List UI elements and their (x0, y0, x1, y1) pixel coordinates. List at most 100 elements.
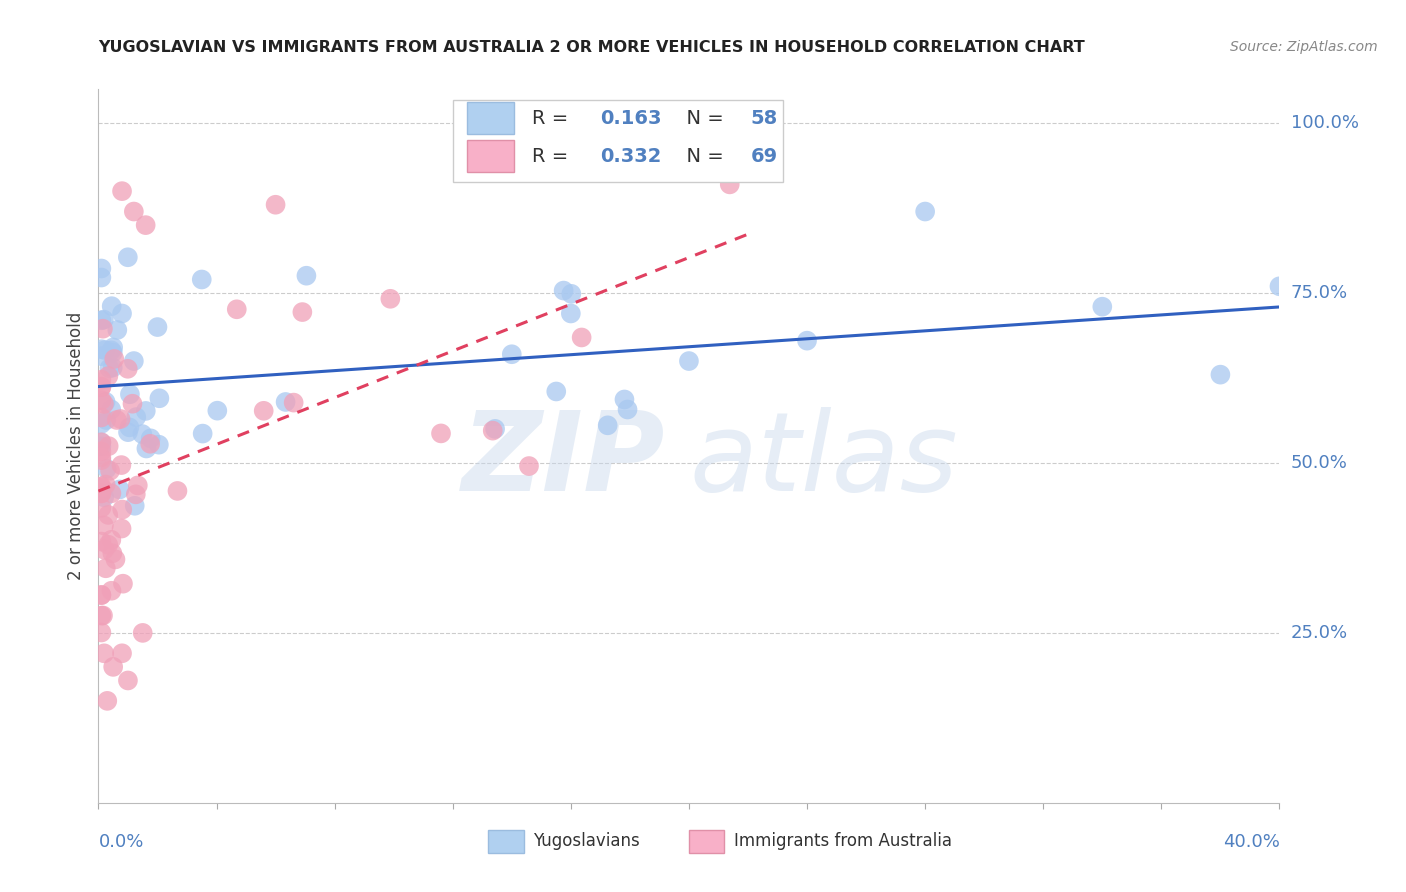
Point (380, 292, 402, 306)
Point (93, 542, 115, 557)
Point (97, 508, 120, 522)
Point (93, 518, 115, 533)
Point (101, 360, 124, 375)
Point (100, 402, 122, 417)
Point (111, 184, 134, 198)
Text: atlas: atlas (689, 407, 957, 514)
Point (100, 583, 122, 598)
Point (571, 330, 593, 344)
Point (96, 413, 118, 427)
Point (117, 425, 139, 439)
Point (94, 561, 117, 575)
Point (103, 341, 125, 355)
Text: 69: 69 (751, 146, 778, 166)
Point (91, 608, 114, 623)
Point (135, 442, 157, 456)
Point (90, 534, 112, 549)
Text: YUGOSLAVIAN VS IMMIGRANTS FROM AUSTRALIA 2 OR MORE VEHICLES IN HOUSEHOLD CORRELA: YUGOSLAVIAN VS IMMIGRANTS FROM AUSTRALIA… (98, 40, 1085, 55)
Text: N =: N = (673, 109, 730, 128)
Point (90, 608, 112, 623)
Point (105, 323, 128, 337)
Point (1209, 368, 1232, 382)
Point (100, 299, 122, 313)
Point (97, 538, 120, 552)
Point (207, 403, 229, 417)
Point (110, 522, 132, 536)
Point (121, 397, 143, 411)
Point (430, 426, 453, 441)
FancyBboxPatch shape (689, 830, 724, 853)
Text: ZIP: ZIP (461, 407, 665, 514)
Text: 50.0%: 50.0% (1291, 454, 1347, 472)
Point (501, 347, 523, 361)
Point (90, 479, 112, 493)
Point (98, 361, 121, 376)
Point (560, 306, 582, 320)
Point (90, 435, 112, 450)
Point (613, 392, 636, 407)
Point (110, 412, 132, 426)
Point (94, 394, 117, 409)
Text: 100.0%: 100.0% (1291, 114, 1358, 132)
Point (100, 486, 122, 500)
Point (796, 334, 818, 348)
Point (274, 395, 297, 409)
Point (139, 431, 162, 445)
Text: R =: R = (531, 109, 575, 128)
Point (117, 250, 139, 264)
Point (131, 427, 153, 442)
Point (122, 204, 145, 219)
Point (108, 483, 131, 497)
Point (135, 218, 157, 232)
Point (117, 361, 139, 376)
Point (90, 500, 112, 515)
Point (101, 345, 124, 359)
Point (191, 426, 214, 441)
Point (100, 533, 122, 547)
Point (90, 439, 112, 453)
Point (90, 481, 112, 495)
Point (118, 420, 141, 434)
Point (90, 261, 112, 276)
Text: 0.0%: 0.0% (98, 833, 143, 851)
Text: R =: R = (531, 146, 575, 166)
Point (90, 588, 112, 602)
Point (90, 379, 112, 393)
Point (914, 204, 936, 219)
Point (90, 435, 112, 450)
Point (596, 418, 619, 433)
Text: 75.0%: 75.0% (1291, 284, 1348, 302)
Point (90, 588, 112, 602)
Point (484, 422, 506, 436)
Point (127, 478, 149, 492)
Point (90, 270, 112, 285)
Point (100, 343, 122, 358)
Point (291, 305, 314, 319)
Point (103, 660, 125, 674)
Point (225, 302, 247, 317)
Point (93, 491, 115, 505)
Point (481, 424, 503, 438)
Point (295, 268, 318, 283)
Point (93, 646, 115, 660)
Point (135, 404, 157, 418)
Point (718, 178, 741, 192)
Point (110, 458, 132, 472)
Point (93, 397, 115, 411)
Point (90, 410, 112, 425)
Point (166, 483, 188, 498)
Text: 25.0%: 25.0% (1291, 624, 1348, 642)
Text: Immigrants from Australia: Immigrants from Australia (734, 832, 952, 850)
Point (90, 313, 112, 327)
Point (148, 392, 170, 406)
Point (101, 546, 124, 560)
Point (678, 354, 700, 368)
Text: 58: 58 (751, 109, 778, 128)
Point (94, 343, 117, 358)
Point (91, 322, 114, 336)
Point (90, 625, 112, 640)
Point (104, 552, 127, 566)
Point (125, 410, 148, 425)
Point (90, 453, 112, 467)
FancyBboxPatch shape (453, 100, 783, 182)
